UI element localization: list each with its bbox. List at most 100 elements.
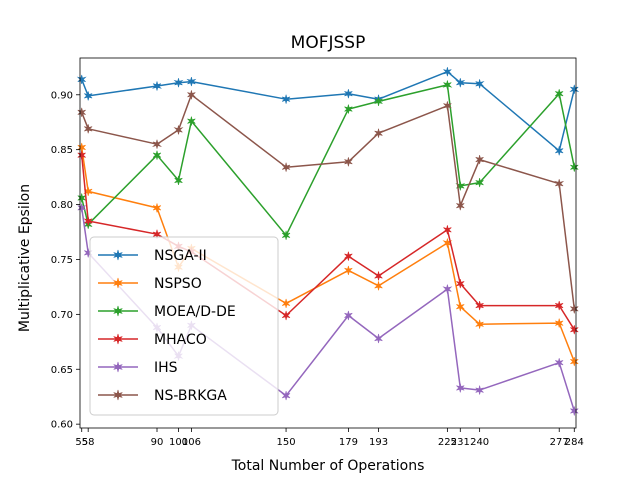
data-point [173, 125, 184, 135]
data-point [442, 284, 453, 294]
legend-marker [113, 389, 123, 401]
data-point [152, 81, 162, 91]
y-tick-label: 0.60 [51, 420, 73, 431]
y-tick-label: 0.85 [51, 145, 73, 156]
data-point [456, 383, 465, 393]
data-point [186, 77, 197, 87]
legend-marker [113, 305, 123, 317]
x-tick-label: 225 [438, 437, 457, 448]
data-point [443, 225, 452, 235]
legend-marker [113, 333, 123, 345]
y-axis-title: Multiplicative Epsilon [17, 184, 33, 332]
legend-item: MHACO [98, 332, 207, 348]
data-point [77, 203, 86, 213]
legend-item: NS-BRKGA [98, 388, 227, 404]
legend-item: NSPSO [98, 276, 202, 292]
x-axis-title: Total Number of Operations [231, 458, 425, 474]
data-point [555, 318, 564, 328]
data-point [555, 146, 564, 156]
legend-label: NSGA-II [154, 248, 207, 264]
x-tick-label: 179 [339, 437, 358, 448]
data-point [569, 84, 580, 94]
data-point [555, 301, 564, 311]
data-point [475, 178, 484, 188]
data-point [374, 333, 383, 344]
data-point [374, 96, 383, 106]
x-tick-label: 90 [151, 437, 164, 448]
legend-marker [113, 361, 123, 373]
legend-label: MOEA/D-DE [154, 304, 236, 320]
data-point [281, 94, 291, 104]
series [77, 90, 579, 314]
x-tick-label: 284 [565, 437, 584, 448]
data-point [475, 79, 485, 89]
series [77, 80, 579, 240]
data-point [187, 90, 196, 100]
data-point [570, 325, 579, 335]
data-point [152, 139, 162, 149]
data-point [555, 89, 564, 99]
data-point [475, 155, 484, 165]
data-point [344, 104, 353, 114]
data-point [455, 181, 466, 191]
data-point [76, 74, 87, 84]
data-point [374, 271, 383, 281]
x-tick-label: 106 [182, 437, 201, 448]
data-point [84, 91, 93, 101]
data-point [442, 238, 453, 248]
data-point [374, 128, 384, 138]
data-point [475, 385, 484, 395]
data-point [374, 281, 383, 291]
data-point [187, 116, 196, 126]
series [77, 150, 579, 335]
data-point [173, 78, 184, 88]
data-point [77, 107, 86, 117]
legend-label: NSPSO [154, 276, 202, 292]
data-point [281, 162, 291, 172]
data-point [77, 150, 86, 160]
data-point [174, 175, 183, 185]
x-tick-label: 100 [169, 437, 188, 448]
plot-area [76, 57, 580, 429]
x-tick-label: 277 [550, 437, 569, 448]
data-point [344, 310, 353, 321]
y-axis: 0.60 0.65 0.70 0.75 0.80 0.85 0.90 [51, 90, 80, 431]
data-point [475, 301, 484, 311]
legend-box [89, 236, 279, 416]
data-point [570, 406, 579, 416]
y-tick-label: 0.80 [51, 200, 73, 211]
x-tick-label: 240 [470, 437, 489, 448]
legend-label: MHACO [154, 332, 207, 348]
data-point [456, 279, 465, 289]
legend-item: NSGA-II [98, 248, 207, 264]
data-point [84, 124, 93, 134]
axes-frame [79, 57, 577, 429]
data-point [344, 251, 353, 261]
y-tick-label: 0.90 [51, 90, 73, 101]
legend-item: IHS [98, 360, 178, 376]
data-point [570, 162, 579, 172]
chart-title: MOFJSSP [291, 33, 366, 53]
data-point [344, 89, 353, 99]
data-point [455, 78, 466, 88]
data-point [456, 201, 465, 211]
data-point [281, 298, 291, 308]
data-point [281, 391, 291, 401]
data-point [555, 358, 564, 368]
legend-label: NS-BRKGA [154, 388, 227, 404]
legend-item: MOEA/D-DE [98, 304, 236, 320]
legend: NSGA-II NSPSO MOEA/D-DE MHACO IHS NS-BRKGA [89, 236, 279, 416]
data-point [84, 216, 93, 226]
data-point [443, 67, 452, 77]
data-point [443, 101, 452, 111]
data-point [344, 265, 353, 275]
y-tick-label: 0.75 [51, 255, 73, 266]
x-tick-label: 231 [451, 437, 470, 448]
data-point [570, 357, 579, 367]
legend-label: IHS [154, 360, 178, 376]
data-point [152, 203, 162, 213]
x-tick-label: 58 [82, 437, 95, 448]
data-point [152, 150, 162, 160]
